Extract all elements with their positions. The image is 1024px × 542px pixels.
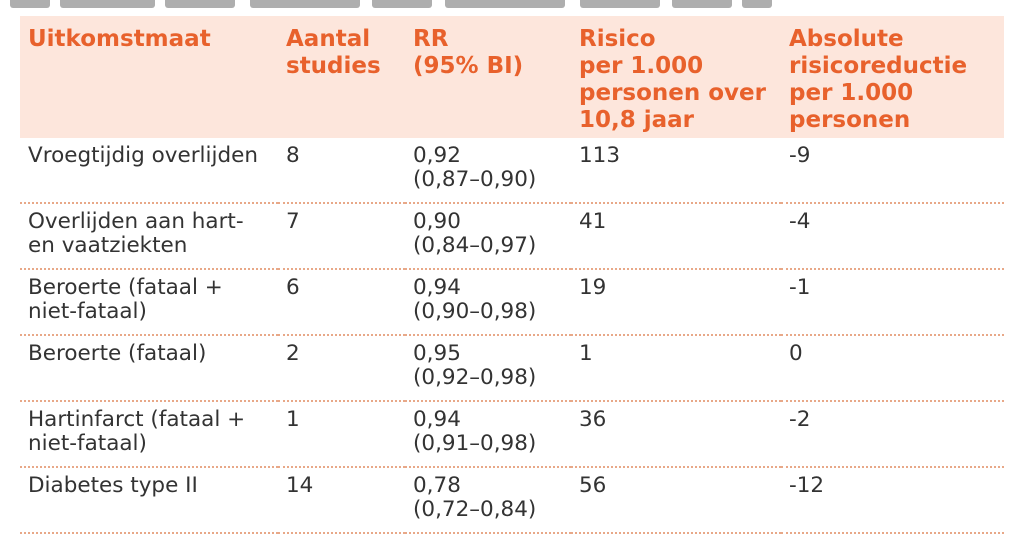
header-row: Uitkomstmaat Aantal studies RR (95% BI) …: [20, 16, 1004, 138]
table-row: Beroerte (fataal + niet-fataal) 6 0,94 (…: [20, 269, 1004, 336]
cell-studies: 1: [278, 401, 405, 468]
cell-studies: 14: [278, 467, 405, 534]
cell-arr: -2: [781, 401, 1004, 468]
table-header: Uitkomstmaat Aantal studies RR (95% BI) …: [20, 16, 1004, 138]
cell-rr: 0,90 (0,84–0,97): [405, 203, 571, 270]
cell-outcome: Vroegtijdig overlijden: [20, 138, 278, 204]
table-row: Diabetes type II 14 0,78 (0,72–0,84) 56 …: [20, 467, 1004, 534]
header-arr: Absolute risicoreductie per 1.000 person…: [781, 16, 1004, 138]
cell-rr: 0,78 (0,72–0,84): [405, 467, 571, 534]
cell-risk: 36: [571, 401, 781, 468]
table-row: Overlijden aan hart- en vaatziekten 7 0,…: [20, 203, 1004, 270]
header-outcome: Uitkomstmaat: [20, 16, 278, 138]
cell-outcome: Diabetes type II: [20, 467, 278, 534]
cell-rr: 0,95 (0,92–0,98): [405, 335, 571, 402]
table-row: Hartinfarct (fataal + niet-fataal) 1 0,9…: [20, 401, 1004, 468]
cell-risk: 56: [571, 467, 781, 534]
cell-arr: -12: [781, 467, 1004, 534]
cell-studies: 6: [278, 269, 405, 336]
cell-arr: -4: [781, 203, 1004, 270]
cell-rr: 0,94 (0,91–0,98): [405, 401, 571, 468]
cropped-text-strip: [0, 0, 1024, 10]
header-studies: Aantal studies: [278, 16, 405, 138]
table-row: Beroerte (fataal) 2 0,95 (0,92–0,98) 1 0: [20, 335, 1004, 402]
cell-rr: 0,94 (0,90–0,98): [405, 269, 571, 336]
cell-risk: 41: [571, 203, 781, 270]
table-row: Vroegtijdig overlijden 8 0,92 (0,87–0,90…: [20, 138, 1004, 204]
cell-risk: 113: [571, 138, 781, 204]
cell-outcome: Hartinfarct (fataal + niet-fataal): [20, 401, 278, 468]
cell-studies: 7: [278, 203, 405, 270]
cell-arr: -1: [781, 269, 1004, 336]
cell-rr: 0,92 (0,87–0,90): [405, 138, 571, 204]
cell-arr: -9: [781, 138, 1004, 204]
cell-studies: 8: [278, 138, 405, 204]
cell-outcome: Overlijden aan hart- en vaatziekten: [20, 203, 278, 270]
cell-arr: 0: [781, 335, 1004, 402]
cell-risk: 1: [571, 335, 781, 402]
header-rr: RR (95% BI): [405, 16, 571, 138]
cell-outcome: Beroerte (fataal + niet-fataal): [20, 269, 278, 336]
cell-studies: 2: [278, 335, 405, 402]
header-risk: Risico per 1.000 personen over 10,8 jaar: [571, 16, 781, 138]
cell-outcome: Beroerte (fataal): [20, 335, 278, 402]
cell-risk: 19: [571, 269, 781, 336]
outcomes-table: Uitkomstmaat Aantal studies RR (95% BI) …: [20, 16, 1004, 534]
table-body: Vroegtijdig overlijden 8 0,92 (0,87–0,90…: [20, 138, 1004, 534]
